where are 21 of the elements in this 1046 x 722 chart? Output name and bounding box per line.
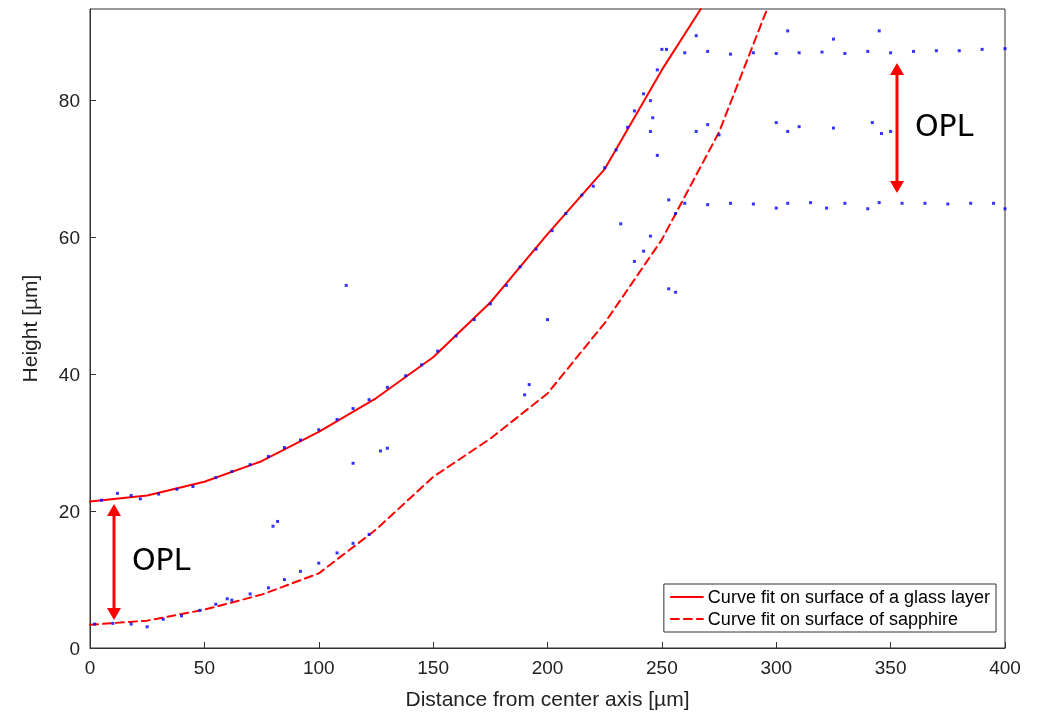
annotation: OPL [915,108,974,143]
annotation: OPL [132,542,191,577]
x-tick-label: 150 [417,657,449,678]
y-tick-label: 60 [58,227,80,249]
y-tick-label: 20 [58,500,80,522]
x-tick-label: 0 [84,657,96,678]
y-tick-label: 80 [58,90,80,112]
line-series [89,8,702,503]
x-tick-label: 200 [531,657,564,678]
y-tick-label: 0 [69,637,80,659]
x-tick-label: 300 [760,657,793,678]
x-axis-title: Distance from center axis [µm] [405,687,690,710]
x-tick-label: 50 [193,657,215,678]
x-tick-label: 250 [646,657,678,678]
x-tick-label: 100 [302,657,335,678]
legend-label: Curve fit on surface of a glass layer [707,587,991,607]
x-tick-label: 350 [874,657,907,678]
y-axis-title: Height [µm] [18,274,41,383]
y-tick-label: 40 [58,363,80,385]
x-tick-label: 400 [989,657,1021,678]
legend-label: Curve fit on surface of sapphire [707,609,959,629]
